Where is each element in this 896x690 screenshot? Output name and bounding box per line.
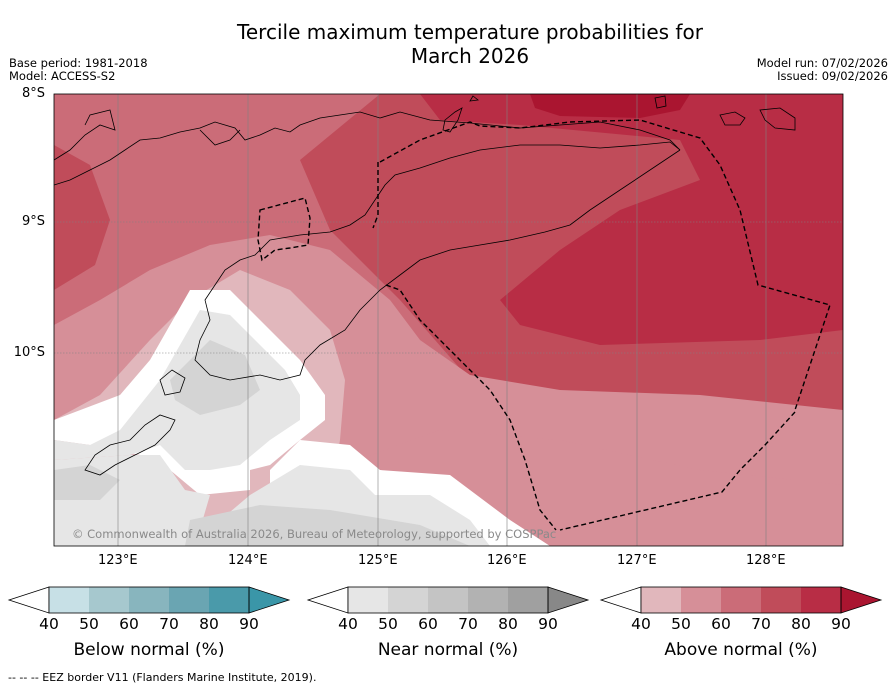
colorbar-frame — [640, 586, 842, 614]
colorbar-segment — [49, 587, 89, 613]
colorbar-frame — [347, 586, 549, 614]
colorbar-tick: 70 — [159, 615, 179, 633]
model-run: Model run: 07/02/2026 — [756, 56, 888, 70]
colorbar-segment — [681, 587, 721, 613]
base-period: Base period: 1981-2018 — [9, 56, 148, 70]
colorbar-0 — [7, 586, 291, 614]
colorbar-tick: 80 — [199, 615, 219, 633]
colorbar-segment — [801, 587, 841, 613]
eez-border — [257, 119, 831, 531]
colorbar-tick: 70 — [751, 615, 771, 633]
copyright-notice: © Commonwealth of Australia 2026, Bureau… — [72, 527, 557, 541]
colorbar-tick: 80 — [791, 615, 811, 633]
colorbar-segment — [169, 587, 209, 613]
colorbar-under-extension — [306, 586, 349, 614]
colorbar-tick: 80 — [498, 615, 518, 633]
title-line-1: Tercile maximum temperature probabilitie… — [237, 20, 703, 44]
colorbar-over-extension — [547, 586, 590, 614]
title-line-2: March 2026 — [410, 44, 530, 68]
colorbar-title: Near normal (%) — [377, 640, 519, 660]
lon-tick: 128°E — [746, 553, 786, 568]
colorbar-segment — [348, 587, 388, 613]
colorbar-over-extension — [840, 586, 883, 614]
colorbar-under-extension — [599, 586, 642, 614]
lat-tick: 9°S — [21, 214, 45, 229]
colorbar-tick: 40 — [338, 615, 358, 633]
lon-tick: 123°E — [98, 553, 138, 568]
colorbar-title: Below normal (%) — [73, 640, 225, 660]
colorbar-tick: 40 — [631, 615, 651, 633]
colorbar-segment — [129, 587, 169, 613]
model-name: Model: ACCESS-S2 — [9, 69, 116, 83]
colorbar-tick: 90 — [239, 615, 259, 633]
colorbar-under-extension — [7, 586, 50, 614]
eez-footnote: -- -- -- EEZ border V11 (Flanders Marine… — [8, 671, 317, 684]
colorbar-tick: 90 — [538, 615, 558, 633]
colorbar-segment — [508, 587, 548, 613]
colorbar-tick: 60 — [418, 615, 438, 633]
colorbar-segment — [721, 587, 761, 613]
probability-fill — [54, 94, 843, 546]
colorbar-segment — [428, 587, 468, 613]
lon-tick: 124°E — [228, 553, 268, 568]
colorbar-tick: 90 — [831, 615, 851, 633]
lon-tick: 127°E — [617, 553, 657, 568]
lon-tick: 126°E — [487, 553, 527, 568]
graticule — [54, 94, 843, 546]
colorbar-tick: 70 — [458, 615, 478, 633]
lat-tick: 10°S — [13, 345, 45, 360]
lat-tick: 8°S — [21, 86, 45, 101]
colorbar-2 — [599, 586, 883, 614]
lon-tick: 125°E — [358, 553, 398, 568]
colorbar-over-extension — [248, 586, 291, 614]
colorbar-segment — [468, 587, 508, 613]
issued-date: Issued: 09/02/2026 — [777, 69, 888, 83]
colorbar-tick: 50 — [79, 615, 99, 633]
colorbar-segment — [89, 587, 129, 613]
colorbar-tick: 40 — [39, 615, 59, 633]
map-title: Tercile maximum temperature probabilitie… — [0, 20, 896, 68]
colorbar-tick: 60 — [711, 615, 731, 633]
colorbar-1 — [306, 586, 590, 614]
colorbar-segment — [209, 587, 249, 613]
colorbar-frame — [48, 586, 250, 614]
colorbar-title: Above normal (%) — [664, 640, 818, 660]
colorbar-tick: 60 — [119, 615, 139, 633]
colorbar-tick: 50 — [671, 615, 691, 633]
colorbar-segment — [388, 587, 428, 613]
colorbar-segment — [641, 587, 681, 613]
colorbar-segment — [761, 587, 801, 613]
colorbar-tick: 50 — [378, 615, 398, 633]
